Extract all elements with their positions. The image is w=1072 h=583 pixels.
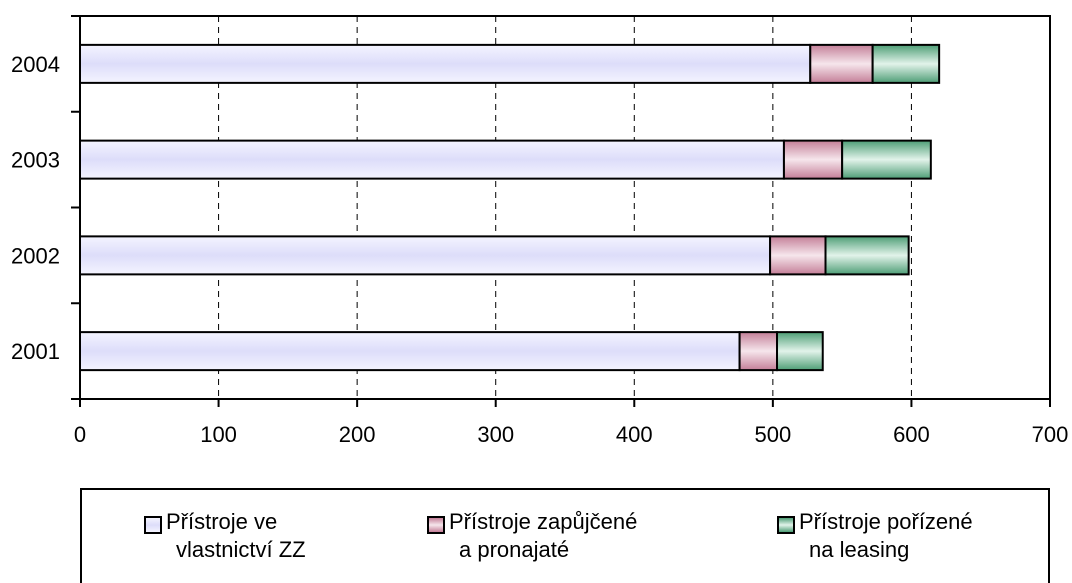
legend-label-2-line2: na leasing <box>809 537 910 562</box>
x-tick-label-100: 100 <box>200 422 237 447</box>
y-tick-label-2002: 2002 <box>11 243 60 268</box>
y-tick-label-2004: 2004 <box>11 52 60 77</box>
legend-label-1-line1: Přístroje zapůjčené <box>449 509 638 534</box>
x-tick-label-700: 700 <box>1032 422 1069 447</box>
x-tick-label-0: 0 <box>74 422 86 447</box>
legend: Přístroje ve vlastnictví ZZ Přístroje za… <box>80 488 1050 583</box>
bar-2001-series-1 <box>738 331 779 372</box>
bar-2003-series-0 <box>79 139 785 180</box>
bar-2004-series-2 <box>871 43 941 84</box>
stacked-bar-chart: 0 100 200 300 400 500 600 700 2001 2002 2003 2004 <box>11 15 1068 447</box>
bar-2002-series-0 <box>79 235 772 276</box>
legend-label-1-line2: a pronajaté <box>459 537 570 562</box>
legend-label-0-line2: vlastnictví ZZ <box>176 537 306 562</box>
bar-2002-series-2 <box>824 235 910 276</box>
y-tick-label-2003: 2003 <box>11 148 60 173</box>
legend-label-2-line1: Přístroje pořízené <box>799 509 973 534</box>
x-tick-labels: 0 100 200 300 400 500 600 700 <box>74 422 1068 447</box>
bar-2003-series-2 <box>841 139 932 180</box>
legend-swatch-2 <box>777 516 795 534</box>
y-tick-label-2001: 2001 <box>11 339 60 364</box>
bar-2002-series-1 <box>769 235 827 276</box>
bar-2001-series-2 <box>776 331 824 372</box>
legend-swatch-0 <box>144 516 162 534</box>
bars <box>79 43 941 372</box>
bar-2004-series-1 <box>809 43 874 84</box>
bar-2003-series-1 <box>782 139 844 180</box>
y-tick-labels: 2001 2002 2003 2004 <box>11 52 60 364</box>
legend-swatch-1 <box>427 516 445 534</box>
bar-2001-series-0 <box>79 331 741 372</box>
x-tick-label-400: 400 <box>616 422 653 447</box>
legend-label-0-line1: Přístroje ve <box>166 509 278 534</box>
x-tick-label-600: 600 <box>893 422 930 447</box>
axes <box>71 15 1051 407</box>
x-tick-label-200: 200 <box>339 422 376 447</box>
x-tick-label-300: 300 <box>477 422 514 447</box>
bar-2004-series-0 <box>79 43 812 84</box>
x-tick-label-500: 500 <box>754 422 791 447</box>
